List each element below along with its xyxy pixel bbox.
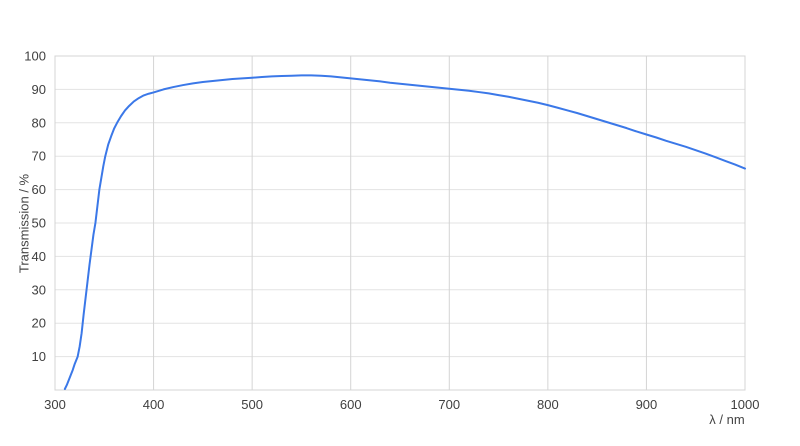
- y-tick-label: 90: [32, 82, 46, 97]
- x-tick-label: 300: [44, 397, 66, 412]
- x-tick-label: 600: [340, 397, 362, 412]
- y-tick-label: 40: [32, 249, 46, 264]
- x-axis-title: λ / nm: [709, 412, 745, 427]
- y-tick-label: 70: [32, 149, 46, 164]
- y-tick-label: 100: [24, 49, 46, 64]
- y-tick-label: 10: [32, 349, 46, 364]
- x-tick-label: 500: [241, 397, 263, 412]
- x-tick-label: 700: [438, 397, 460, 412]
- y-tick-label: 50: [32, 216, 46, 231]
- y-tick-label: 60: [32, 182, 46, 197]
- x-tick-label: 800: [537, 397, 559, 412]
- transmission-curve: [63, 74, 746, 390]
- plot-frame: [54, 55, 746, 391]
- y-tick-label: 80: [32, 115, 46, 130]
- y-tick-label: 20: [32, 316, 46, 331]
- x-tick-label: 1000: [731, 397, 760, 412]
- x-tick-label: 400: [143, 397, 165, 412]
- x-tick-label: 900: [636, 397, 658, 412]
- y-tick-label: 30: [32, 282, 46, 297]
- y-axis-title: Transmission / %: [16, 173, 32, 274]
